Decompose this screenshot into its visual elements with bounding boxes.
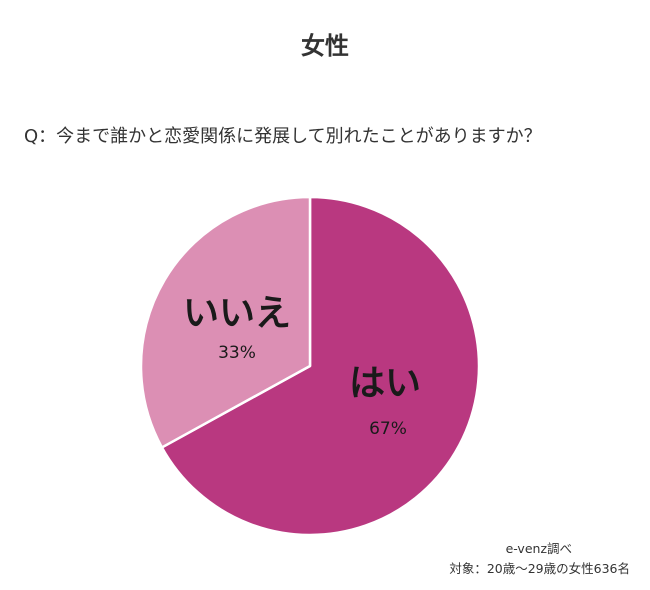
- chart-title: 女性: [301, 32, 349, 60]
- survey-question: Q：今まで誰かと恋愛関係に発展して別れたことがありますか？: [24, 126, 542, 147]
- slice-percent-yes: 67%: [369, 419, 407, 439]
- source-credit: e-venz調べ: [505, 541, 572, 556]
- pie-slice-no: [139, 195, 312, 449]
- slice-percent-no: 33%: [218, 343, 256, 363]
- pie-slice-yes: [160, 195, 481, 537]
- survey-target: 対象：20歳〜29歳の女性636名: [449, 561, 630, 576]
- slice-label-no: いいえ: [183, 293, 291, 334]
- slice-label-yes: はい: [349, 363, 421, 404]
